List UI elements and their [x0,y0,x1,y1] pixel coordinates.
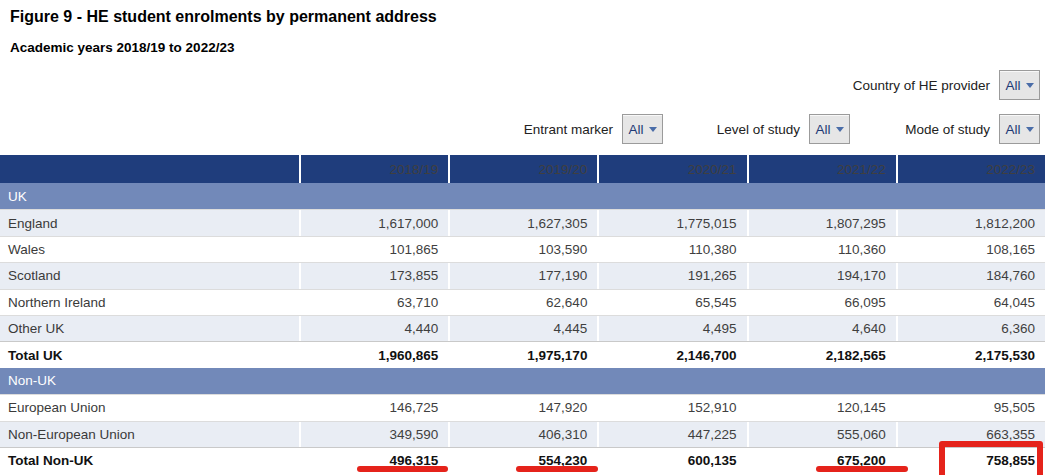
table-row: Total UK1,960,8651,975,1702,146,7002,182… [0,341,1045,367]
filter-entrant-value: All [628,122,643,137]
row-label: Northern Ireland [0,290,299,315]
column-header-year: 2020/21 [597,155,746,183]
annotation-underline-675200 [816,466,908,472]
value-cell: 184,760 [896,263,1045,288]
filter-level-label: Level of study [717,122,800,137]
value-cell: 1,627,305 [448,210,597,235]
value-cell: 66,095 [747,290,896,315]
row-label: European Union [0,395,299,420]
value-cell: 95,505 [896,395,1045,420]
value-cell: 555,060 [747,422,896,447]
value-cell: 4,495 [597,316,746,341]
row-label: Wales [0,237,299,262]
row-label: Total UK [0,342,299,367]
value-cell: 108,165 [896,237,1045,262]
value-cell: 194,170 [747,263,896,288]
value-cell: 6,360 [896,316,1045,341]
page-title: Figure 9 - HE student enrolments by perm… [10,8,437,26]
value-cell: 110,360 [747,237,896,262]
value-cell: 101,865 [299,237,448,262]
annotation-underline-554230 [516,466,598,472]
value-cell: 447,225 [597,422,746,447]
table-header-row: 2018/192019/202020/212021/222022/23 [0,155,1045,183]
value-cell: 1,960,865 [299,342,448,367]
value-cell: 4,640 [747,316,896,341]
filter-level-value: All [815,122,830,137]
filter-entrant-dropdown[interactable]: All [622,114,663,144]
filter-entrant-marker: Entrant marker All [524,114,663,144]
value-cell: 600,135 [597,448,746,473]
section-row: Non-UK [0,368,1045,394]
section-label: UK [0,183,1045,209]
value-cell: 1,775,015 [597,210,746,235]
filter-level-dropdown[interactable]: All [809,114,850,144]
enrolments-table: 2018/192019/202020/212021/222022/23 UKEn… [0,155,1045,473]
value-cell: 146,725 [299,395,448,420]
value-cell: 65,545 [597,290,746,315]
table-row: Northern Ireland63,71062,64065,54566,095… [0,289,1045,315]
row-label: Non-European Union [0,422,299,447]
column-header-year: 2021/22 [747,155,896,183]
filter-country-of-he-provider: Country of HE provider All [853,70,1040,100]
filter-mode-dropdown[interactable]: All [999,114,1040,144]
value-cell: 406,310 [448,422,597,447]
value-cell: 177,190 [448,263,597,288]
column-header-year: 2018/19 [299,155,448,183]
row-label: Scotland [0,263,299,288]
row-label: England [0,210,299,235]
value-cell: 62,640 [448,290,597,315]
table-row: Wales101,865103,590110,380110,360108,165 [0,236,1045,262]
value-cell: 173,855 [299,263,448,288]
value-cell: 191,265 [597,263,746,288]
value-cell: 147,920 [448,395,597,420]
value-cell: 1,975,170 [448,342,597,367]
section-label: Non-UK [0,368,1045,394]
value-cell: 63,710 [299,290,448,315]
value-cell: 349,590 [299,422,448,447]
value-cell: 1,812,200 [896,210,1045,235]
table-row: Other UK4,4404,4454,4954,6406,360 [0,315,1045,341]
chevron-down-icon [1026,127,1034,132]
table-row: England1,617,0001,627,3051,775,0151,807,… [0,209,1045,235]
table-row: European Union146,725147,920152,910120,1… [0,394,1045,420]
row-label: Total Non-UK [0,448,299,473]
value-cell: 1,617,000 [299,210,448,235]
annotation-box-758855 [939,441,1043,475]
value-cell: 103,590 [448,237,597,262]
value-cell: 1,807,295 [747,210,896,235]
filter-mode-value: All [1005,122,1020,137]
annotation-underline-496315 [357,466,448,472]
chevron-down-icon [649,127,657,132]
chevron-down-icon [836,127,844,132]
filter-country-value: All [1005,78,1020,93]
value-cell: 2,182,565 [747,342,896,367]
value-cell: 152,910 [597,395,746,420]
filter-country-dropdown[interactable]: All [999,70,1040,100]
column-header-year: 2022/23 [896,155,1045,183]
table-row: Scotland173,855177,190191,265194,170184,… [0,262,1045,288]
value-cell: 4,445 [448,316,597,341]
filter-country-label: Country of HE provider [853,78,990,93]
chevron-down-icon [1026,83,1034,88]
value-cell: 2,146,700 [597,342,746,367]
filter-entrant-label: Entrant marker [524,122,613,137]
dashboard-figure: Figure 9 - HE student enrolments by perm… [0,0,1045,475]
value-cell: 120,145 [747,395,896,420]
column-header-year: 2019/20 [448,155,597,183]
row-label: Other UK [0,316,299,341]
value-cell: 64,045 [896,290,1045,315]
page-subtitle: Academic years 2018/19 to 2022/23 [10,40,234,55]
value-cell: 2,175,530 [896,342,1045,367]
value-cell: 110,380 [597,237,746,262]
table-row: Non-European Union349,590406,310447,2255… [0,421,1045,447]
column-header-blank [0,155,299,183]
filter-level-of-study: Level of study All [717,114,850,144]
section-row: UK [0,183,1045,209]
table-body: UKEngland1,617,0001,627,3051,775,0151,80… [0,183,1045,473]
filter-mode-of-study: Mode of study All [905,114,1040,144]
value-cell: 4,440 [299,316,448,341]
filter-mode-label: Mode of study [905,122,990,137]
